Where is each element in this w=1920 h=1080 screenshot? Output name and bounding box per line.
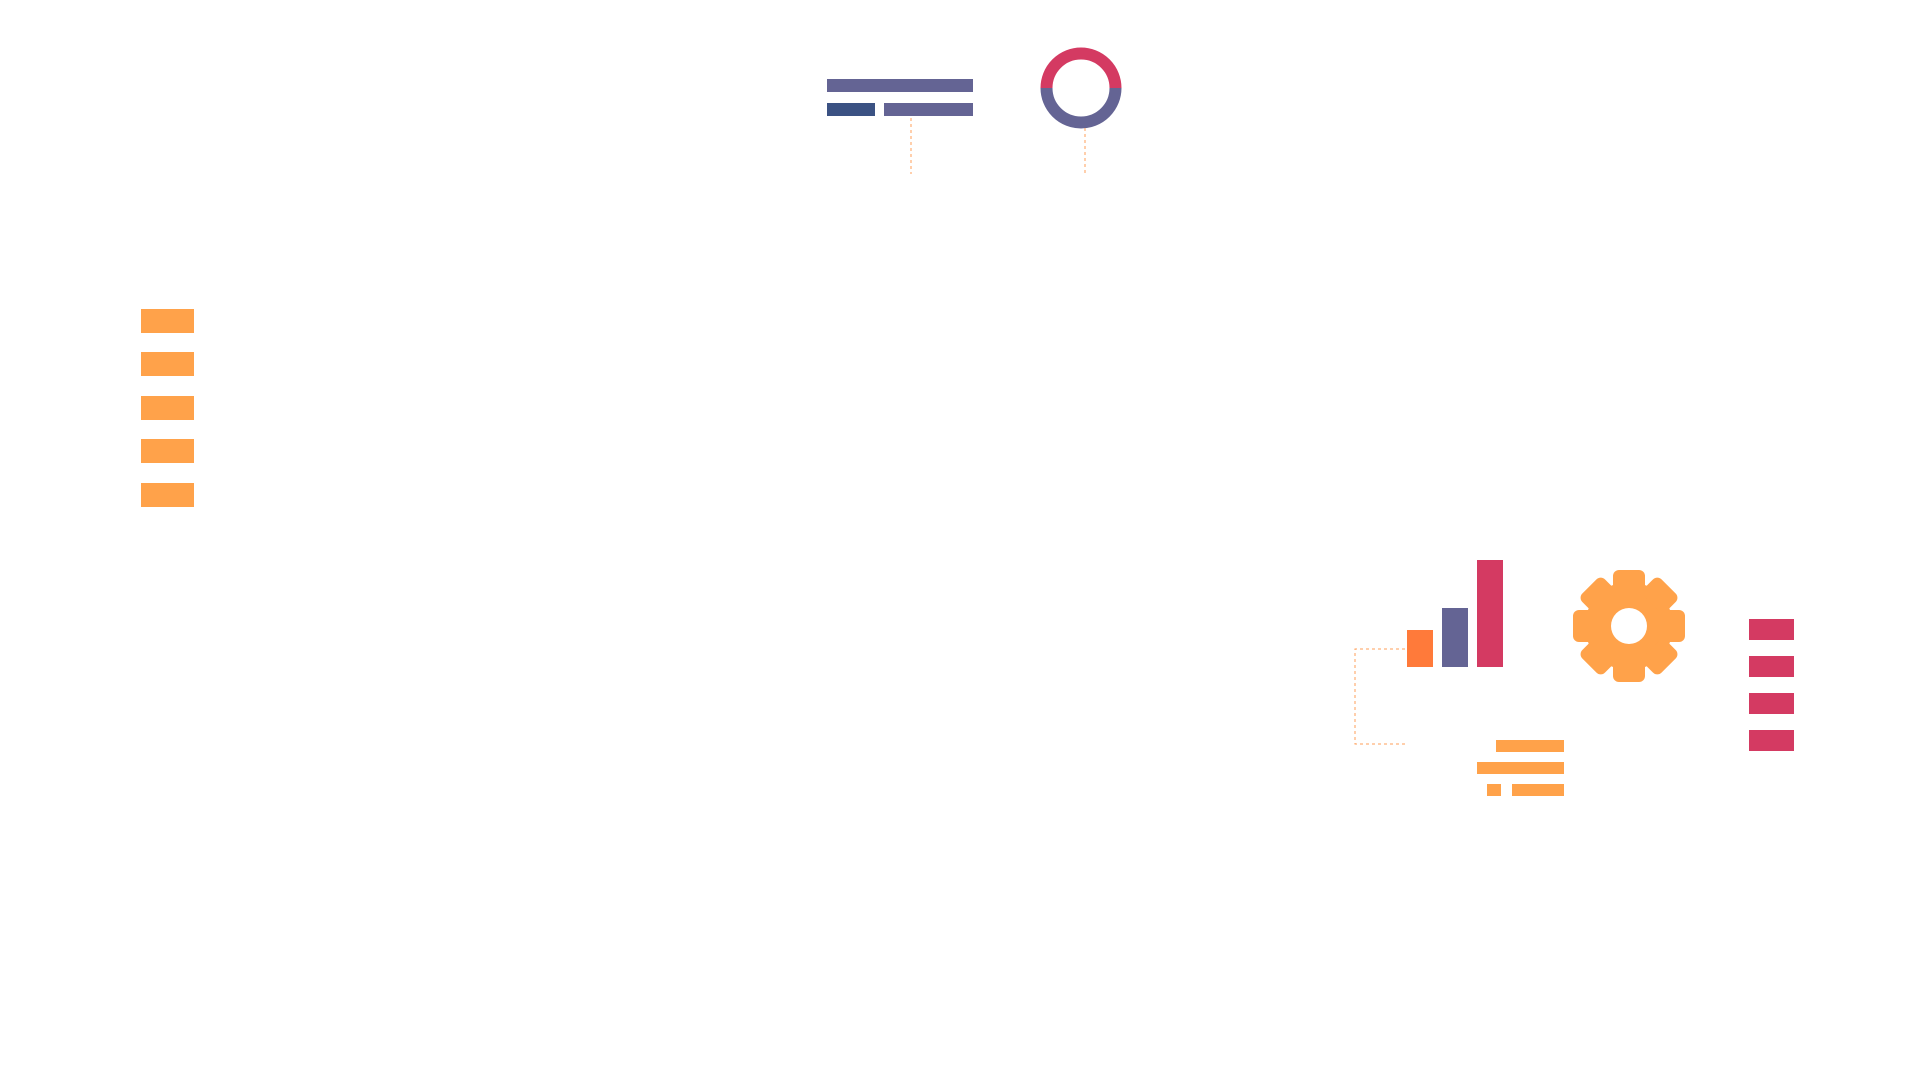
bar-chart-icon-bar (1477, 560, 1503, 667)
bar-chart-icon-bar (1407, 630, 1433, 667)
gear-icon (1573, 570, 1685, 682)
bar-chart-icon-bar (1442, 608, 1468, 667)
align-lines-icon (1477, 740, 1564, 796)
ring-icon (1040, 47, 1122, 129)
orange-stack-icon (141, 309, 194, 507)
crimson-stack-icon (1749, 619, 1794, 751)
bar-chart-icon (1407, 560, 1503, 667)
text-lines-icon (827, 79, 973, 116)
connector-line (1354, 648, 1408, 745)
